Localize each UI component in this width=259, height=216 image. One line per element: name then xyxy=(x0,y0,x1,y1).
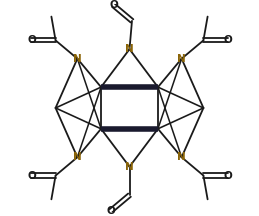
Text: N: N xyxy=(125,162,134,172)
Text: O: O xyxy=(107,206,115,216)
Text: N: N xyxy=(177,54,186,64)
Text: O: O xyxy=(27,35,36,45)
Text: O: O xyxy=(223,35,232,45)
Text: O: O xyxy=(109,0,118,10)
Text: O: O xyxy=(223,170,232,181)
Text: N: N xyxy=(125,44,134,54)
Text: N: N xyxy=(73,54,82,64)
Text: N: N xyxy=(177,152,186,162)
Text: O: O xyxy=(27,170,36,181)
Text: N: N xyxy=(73,152,82,162)
